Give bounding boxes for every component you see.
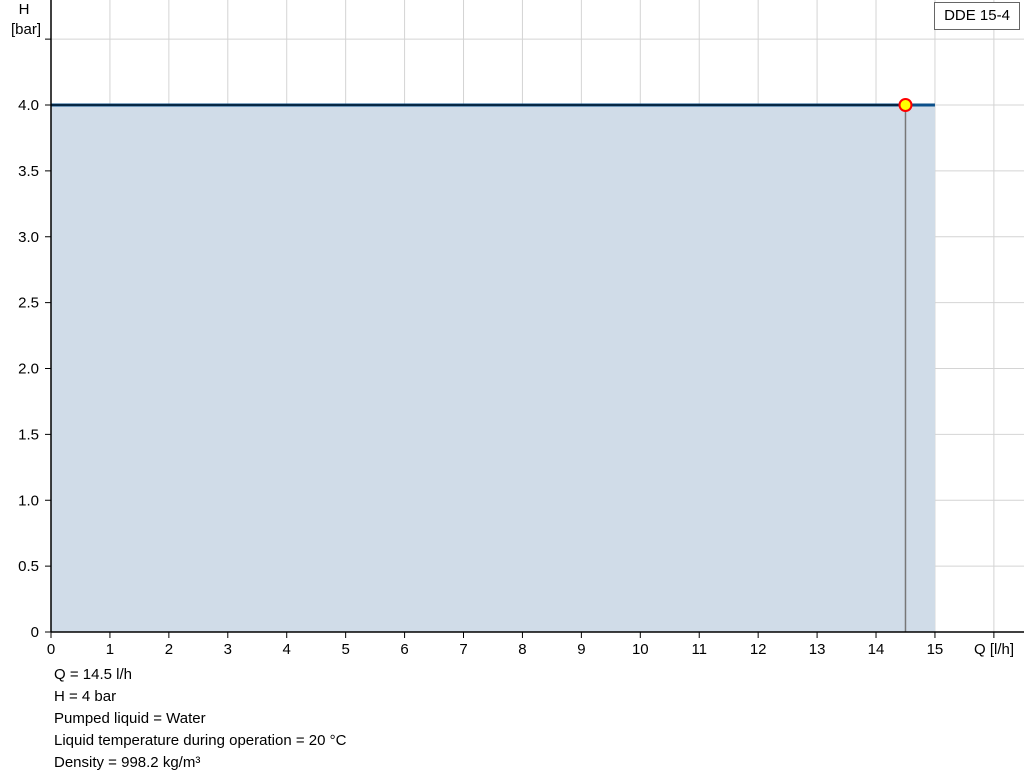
legend-label: DDE 15-4	[944, 7, 1010, 24]
info-head: H = 4 bar	[54, 688, 117, 705]
curve-area	[51, 105, 935, 632]
x-tick-label: 0	[47, 641, 55, 658]
x-axis-label: Q [l/h]	[974, 641, 1014, 658]
y-tick-label: 1.0	[18, 492, 39, 509]
x-tick-label: 15	[927, 641, 944, 658]
info-flow: Q = 14.5 l/h	[54, 666, 132, 683]
x-tick-label: 7	[459, 641, 467, 658]
x-tick-label: 12	[750, 641, 767, 658]
y-tick-label: 4.0	[18, 97, 39, 114]
y-tick-label: 1.5	[18, 426, 39, 443]
y-axis-unit: [bar]	[11, 21, 41, 38]
x-tick-label: 4	[283, 641, 291, 658]
x-tick-label: 11	[691, 641, 707, 658]
operating-info: Q = 14.5 l/h H = 4 bar Pumped liquid = W…	[54, 664, 346, 774]
info-density: Density = 998.2 kg/m³	[54, 754, 201, 771]
x-tick-label: 8	[518, 641, 526, 658]
x-tick-label: 9	[577, 641, 585, 658]
y-tick-label: 2.5	[18, 295, 39, 312]
x-tick-label: 13	[809, 641, 826, 658]
y-tick-label: 2.0	[18, 361, 39, 378]
x-tick-label: 10	[632, 641, 649, 658]
x-tick-label: 14	[868, 641, 885, 658]
info-liquid: Pumped liquid = Water	[54, 710, 206, 727]
x-tick-label: 1	[106, 641, 114, 658]
y-tick-label: 3.5	[18, 163, 39, 180]
operating-point	[898, 98, 913, 112]
x-tick-label: 5	[341, 641, 349, 658]
y-axis-label: H	[19, 1, 30, 18]
info-temperature: Liquid temperature during operation = 20…	[54, 732, 347, 749]
x-tick-label: 2	[165, 641, 173, 658]
y-tick-label: 3.0	[18, 229, 39, 246]
legend-box: DDE 15-4	[934, 2, 1020, 30]
x-tick-label: 3	[224, 641, 232, 658]
x-tick-label: 6	[400, 641, 408, 658]
y-tick-label: 0	[31, 624, 39, 641]
y-tick-label: 0.5	[18, 558, 39, 575]
